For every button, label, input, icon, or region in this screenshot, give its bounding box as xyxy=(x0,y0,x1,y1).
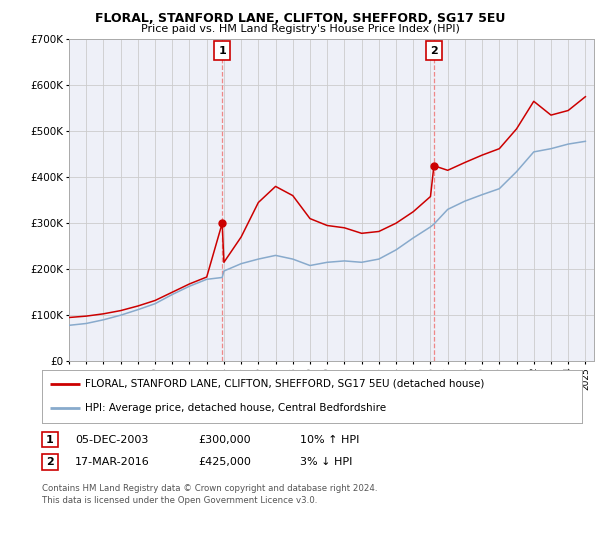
Text: Price paid vs. HM Land Registry's House Price Index (HPI): Price paid vs. HM Land Registry's House … xyxy=(140,24,460,34)
Text: 17-MAR-2016: 17-MAR-2016 xyxy=(75,457,150,467)
Text: 05-DEC-2003: 05-DEC-2003 xyxy=(75,435,148,445)
Text: HPI: Average price, detached house, Central Bedfordshire: HPI: Average price, detached house, Cent… xyxy=(85,403,386,413)
Text: £425,000: £425,000 xyxy=(198,457,251,467)
Text: 3% ↓ HPI: 3% ↓ HPI xyxy=(300,457,352,467)
Text: 10% ↑ HPI: 10% ↑ HPI xyxy=(300,435,359,445)
Text: 1: 1 xyxy=(218,46,226,56)
Text: Contains HM Land Registry data © Crown copyright and database right 2024.
This d: Contains HM Land Registry data © Crown c… xyxy=(42,484,377,505)
Text: £300,000: £300,000 xyxy=(198,435,251,445)
Text: FLORAL, STANFORD LANE, CLIFTON, SHEFFORD, SG17 5EU (detached house): FLORAL, STANFORD LANE, CLIFTON, SHEFFORD… xyxy=(85,379,485,389)
Text: 1: 1 xyxy=(46,435,53,445)
Text: FLORAL, STANFORD LANE, CLIFTON, SHEFFORD, SG17 5EU: FLORAL, STANFORD LANE, CLIFTON, SHEFFORD… xyxy=(95,12,505,25)
Text: 2: 2 xyxy=(430,46,438,56)
Text: 2: 2 xyxy=(46,457,53,467)
